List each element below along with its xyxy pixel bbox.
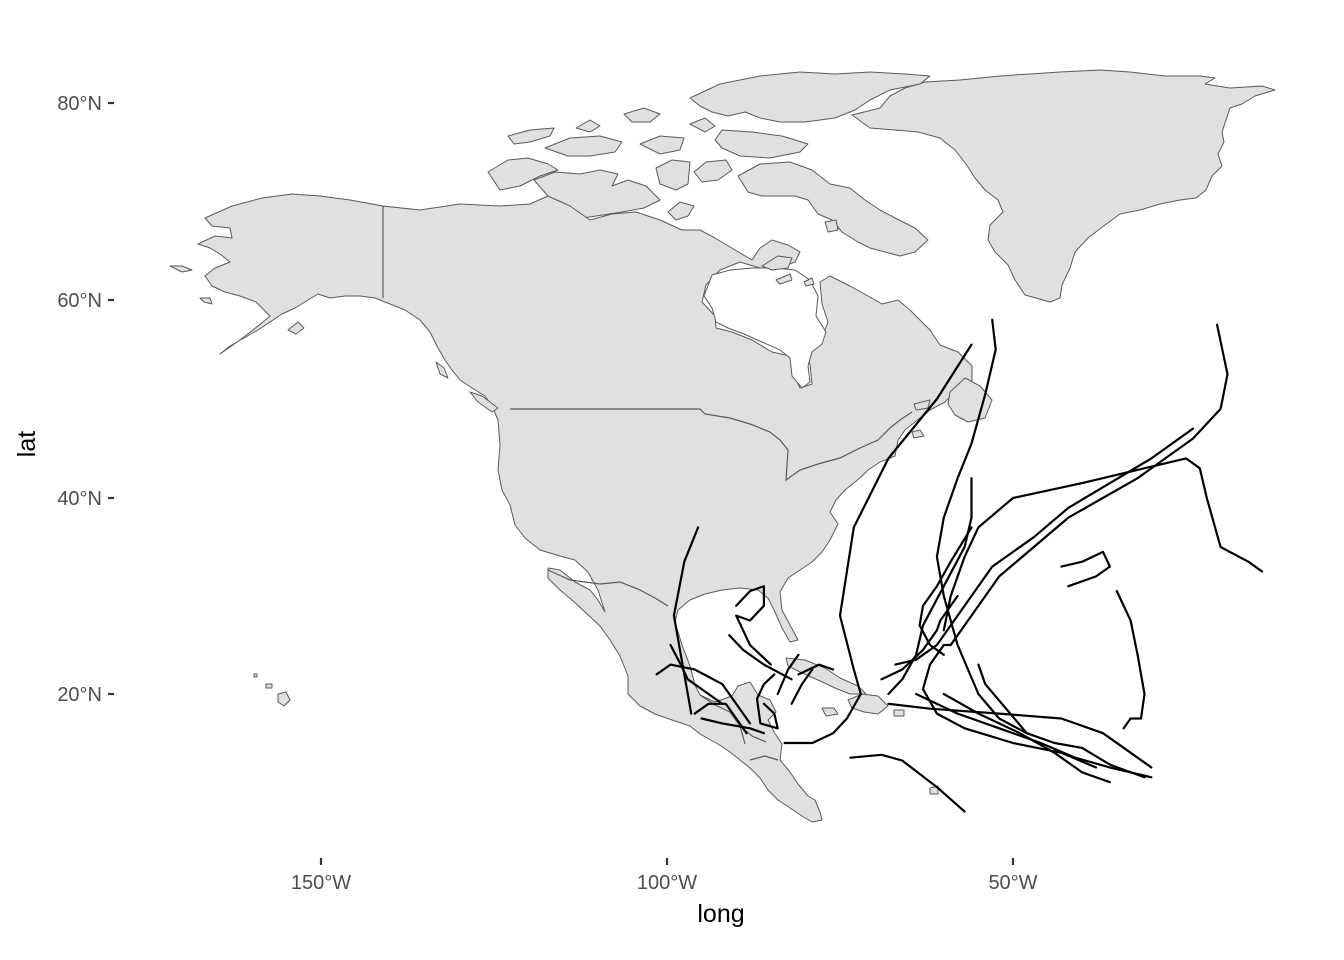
hurricane-track <box>783 343 973 745</box>
hurricane-track <box>735 585 772 666</box>
hurricane-track <box>935 318 1028 735</box>
hurricane-track <box>942 323 1229 647</box>
land-kodiak <box>287 321 305 335</box>
land-puerto-rico <box>893 709 905 717</box>
land-greenland <box>851 69 1276 303</box>
land-arctic-island-2 <box>714 129 809 159</box>
x-tick-label: 100°W <box>637 872 697 894</box>
hurricane-track <box>894 427 1194 666</box>
x-axis: 150°W 100°W 50°W <box>291 858 1038 894</box>
hurricane-track <box>1115 590 1146 730</box>
hurricane-track <box>776 653 800 696</box>
hurricane-track <box>977 663 1146 779</box>
x-axis-title: long <box>697 900 744 928</box>
land-arctic-island-10 <box>689 117 716 133</box>
hurricane-tracks <box>655 318 1264 813</box>
land-aleutian-1 <box>169 265 193 273</box>
land-island-small-1 <box>775 273 793 285</box>
hurricane-track <box>887 702 1153 769</box>
land-arctic-island-4 <box>507 127 555 145</box>
hurricane-track <box>790 668 814 705</box>
hurricane-track <box>755 673 779 730</box>
hurricane-track <box>669 643 724 705</box>
land-arctic-island-9 <box>693 159 733 183</box>
land-hawaii-2 <box>265 683 273 689</box>
land-vancouver-island <box>469 391 499 413</box>
land-island-small-3 <box>824 219 839 233</box>
y-tick-label: 20°N <box>57 684 102 706</box>
land-aleutian-2 <box>199 297 213 305</box>
hurricane-track <box>655 663 752 725</box>
hurricane-track <box>672 526 700 715</box>
border-usa-mexico <box>547 569 669 607</box>
water-hudson-bay <box>703 267 827 389</box>
land-arctic-island-11 <box>667 201 695 221</box>
land-haida-gwaii <box>435 361 449 379</box>
land-north-america <box>197 193 973 823</box>
y-tick-label: 40°N <box>57 488 102 510</box>
y-axis-title: lat <box>13 431 41 457</box>
land-cuba <box>785 657 867 695</box>
hurricane-track <box>887 477 973 696</box>
land-hawaii-1 <box>277 691 291 707</box>
land-arctic-island-8 <box>655 159 691 191</box>
y-tick-label: 80°N <box>57 93 102 115</box>
y-tick-label: 60°N <box>57 290 102 312</box>
land-arctic-island-1 <box>689 71 931 123</box>
hurricane-track <box>942 457 1264 632</box>
hurricane-track <box>728 634 793 681</box>
land-southampton <box>761 255 793 271</box>
hurricane-track <box>942 692 1111 784</box>
land-island-small-2 <box>803 277 815 287</box>
hurricane-track <box>915 692 1153 779</box>
land-hawaii-3 <box>253 673 258 678</box>
hurricane-track <box>693 702 748 735</box>
land-arctic-island-12 <box>737 161 929 257</box>
hurricane-track <box>700 717 765 735</box>
hurricane-track <box>1060 550 1111 588</box>
land-prince-edward <box>911 429 925 439</box>
land-arctic-island-3 <box>487 157 559 191</box>
land-jamaica <box>821 707 839 717</box>
hurricane-track <box>797 663 835 676</box>
land-masses <box>169 69 1276 823</box>
land-arctic-island-13 <box>575 119 601 133</box>
x-tick-label: 150°W <box>291 872 351 894</box>
y-axis: 80°N 60°N 40°N 20°N <box>57 93 114 706</box>
land-anticosti <box>913 399 931 411</box>
land-arctic-island-5 <box>544 135 623 157</box>
hurricane-track <box>918 526 973 656</box>
land-arctic-island-14 <box>623 107 661 123</box>
hurricane-track <box>849 753 966 813</box>
land-arctic-island-7 <box>639 135 685 155</box>
border-canada-usa <box>510 408 913 482</box>
hurricane-track <box>880 594 959 681</box>
x-tick-label: 50°W <box>988 872 1037 894</box>
hurricane-track <box>921 643 1098 769</box>
